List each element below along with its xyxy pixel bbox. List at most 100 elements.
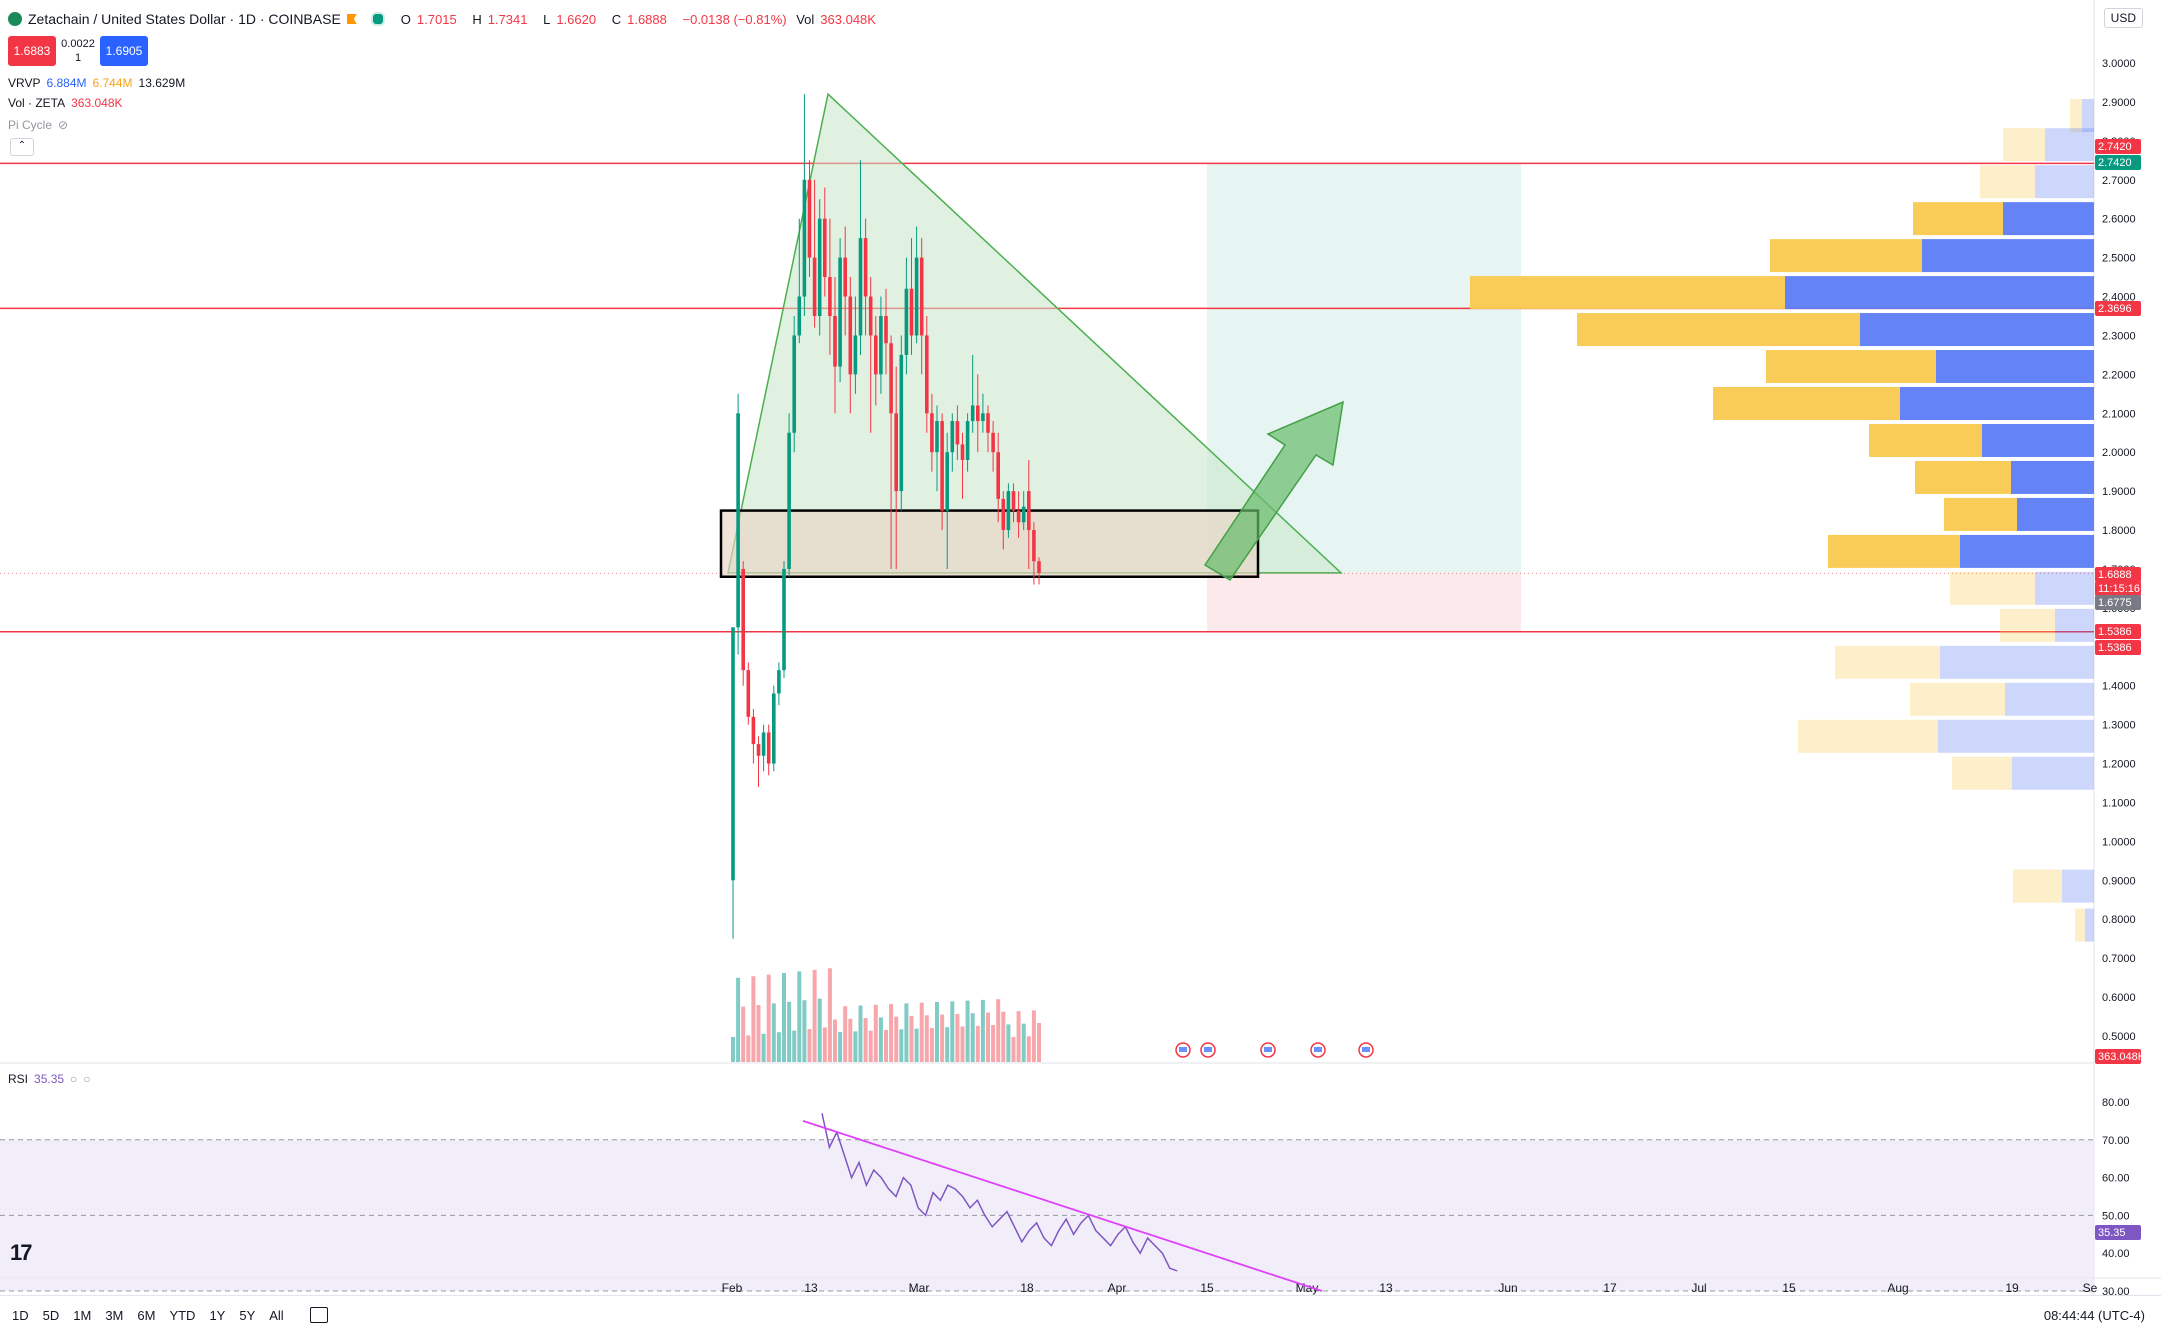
candle-body [833,315,837,367]
rsi-legend[interactable]: RSI 35.35 ○ ○ [8,1072,91,1086]
candle-body [736,413,740,628]
volume-profile-bar [1980,165,2035,199]
price-label-bg [2095,155,2141,170]
volume-bar [899,1029,904,1062]
trade-buttons: 1.6883 0.0022 1 1.6905 [8,36,148,66]
candle-body [751,716,756,745]
candle-body [868,296,873,336]
volume-bar [812,969,817,1062]
hidden-eye-icon[interactable]: ⊘ [58,118,69,132]
volume-profile-bar [2017,497,2094,531]
volume-bar [843,1006,848,1062]
source-icon[interactable]: ○ [83,1072,91,1086]
volume-bar [848,1018,853,1062]
timeframe-5y[interactable]: 5Y [239,1307,256,1323]
volume-bar [802,1000,807,1062]
timeframe-1d[interactable]: 1D [12,1307,29,1323]
candle-body [802,179,807,297]
candle-body [914,257,919,336]
volume-bar [914,1028,919,1062]
candle-body [756,744,761,756]
price-tick-label: 0.6000 [2102,992,2136,1004]
time-tick-label: Aug [1887,1281,1908,1295]
price-tick-label: 2.6000 [2102,214,2136,226]
price-label-text: 1.6775 [2098,597,2132,609]
timeframe-all[interactable]: All [269,1307,284,1323]
volume-bar [863,1018,868,1062]
price-label-text: 11:15:16 [2098,583,2140,595]
volume-legend[interactable]: Vol · ZETA 363.048K [8,96,123,110]
volume-profile-bar [2070,99,2082,133]
volume-profile-bar [1577,313,1860,347]
timeframe-5d[interactable]: 5D [42,1307,60,1323]
pi-cycle-legend[interactable]: Pi Cycle ⊘ [8,118,69,132]
rsi-tick-label: 40.00 [2102,1248,2130,1260]
volume-profile-bar [1982,423,2094,457]
volume-bar [776,1032,781,1062]
time-tick-label: Se [2083,1281,2098,1295]
volume-bar [878,1017,883,1062]
buy-button[interactable]: 1.6905 [100,36,148,66]
volume-bar [838,1032,843,1062]
clock[interactable]: 08:44:44 (UTC-4) [2043,1307,2145,1323]
candle-body [950,421,955,453]
volume-profile-bar [2003,128,2045,162]
volume-bar [1001,1011,1006,1062]
time-tick-label: Feb [722,1281,743,1295]
rsi-tick-label: 70.00 [2102,1135,2130,1147]
candle-body [1032,530,1036,562]
timeframe-3m[interactable]: 3M [105,1307,124,1323]
timeframe-1m[interactable]: 1M [73,1307,92,1323]
candle-body [863,238,868,297]
candle-body [777,670,781,694]
candle-body [1037,561,1041,573]
time-tick-label: 19 [2005,1281,2019,1295]
volume-bar [960,1026,965,1062]
timeframe-6m[interactable]: 6M [137,1307,156,1323]
candle-body [782,568,786,671]
price-tick-label: 1.0000 [2102,836,2136,848]
volume-bar [766,974,771,1062]
collapse-legend-button[interactable]: ⌃ [10,138,34,156]
volume-bar [833,1019,837,1062]
volume-bar [955,1013,960,1062]
flag-icon[interactable] [346,14,357,24]
candle-body [858,238,863,336]
price-label-text: 363.048K [2098,1051,2146,1063]
volume-bar [787,1001,792,1062]
calendar-icon[interactable] [309,1307,328,1323]
volume-bar [986,1012,990,1062]
volume-bar [935,1002,939,1062]
candle-body [960,444,965,460]
price-label-bg [2095,139,2141,154]
candle-body [746,670,751,717]
candle-body [848,296,853,375]
event-flag-detail [1264,1047,1272,1052]
symbol-title[interactable]: Zetachain / United States Dollar · 1D · … [28,11,341,27]
event-flag-detail [1179,1047,1187,1052]
candle-body [1006,491,1011,531]
volume-profile-bar [1770,239,1922,273]
chart-legend: Zetachain / United States Dollar · 1D · … [8,10,888,28]
settings-icon[interactable]: ○ [70,1072,78,1086]
volume-profile-bar [1835,645,1940,679]
price-tick-label: 1.2000 [2102,759,2136,771]
volume-bar [868,1030,873,1062]
timeframe-1y[interactable]: 1Y [209,1307,226,1323]
volume-bar [771,1003,776,1062]
sell-button[interactable]: 1.6883 [8,36,56,66]
volume-profile-bar [1713,387,1900,421]
price-label-text: 2.7420 [2098,157,2132,169]
volume-bar [792,1030,797,1062]
volume-bar [822,1027,827,1062]
volume-profile-bar [1828,534,1960,568]
tradingview-logo-icon: 17 [10,1240,33,1265]
timeframe-ytd[interactable]: YTD [169,1307,196,1323]
price-tick-label: 0.5000 [2102,1031,2136,1043]
volume-profile-bar [2035,571,2094,605]
volume-bar [731,1037,735,1062]
candle-body [904,288,909,355]
vrvp-legend[interactable]: VRVP 6.884M 6.744M 13.629M [8,76,186,90]
currency-selector[interactable]: USD [2103,8,2143,28]
